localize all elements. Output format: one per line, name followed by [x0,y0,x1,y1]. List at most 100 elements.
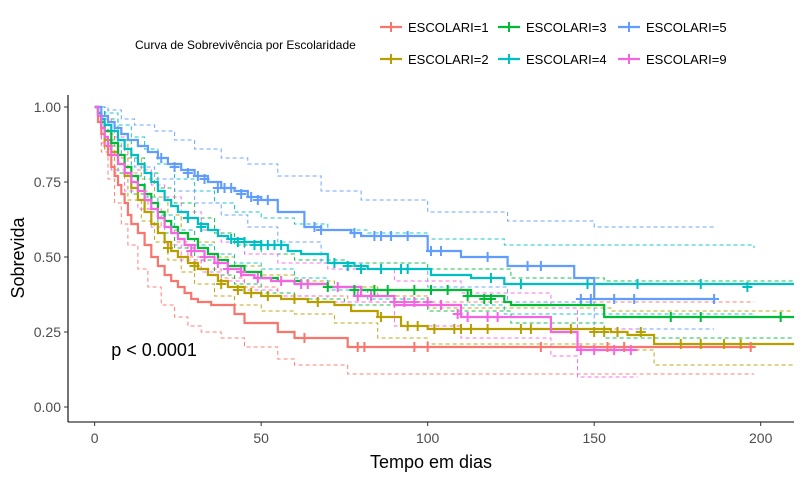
censor-mark-2-0 [322,282,333,292]
censor-mark-5-2 [212,258,223,268]
censor-mark-5-5 [252,273,263,283]
censor-mark-2-12 [775,312,786,322]
censor-mark-1-24 [695,339,706,349]
censor-mark-0-8 [745,342,756,352]
legend-label: ESCOLARI=3 [526,20,607,35]
censor-mark-1-23 [675,339,686,349]
y-tick-label: 0.75 [34,174,61,190]
survival-line-4 [94,105,715,301]
censor-mark-1-17 [525,324,536,334]
legend-entry: ESCOLARI=1 [380,20,489,35]
legend-label: ESCOLARI=2 [408,52,489,67]
censor-mark-1-26 [735,339,746,349]
legend-entry: ESCOLARI=9 [618,52,727,67]
legend-label: ESCOLARI=1 [408,20,489,35]
censor-mark-5-12 [389,297,400,307]
censor-mark-5-17 [452,309,463,319]
censor-mark-3-4 [239,237,250,247]
censor-mark-1-22 [635,327,646,337]
censor-mark-5-24 [625,345,636,355]
censor-mark-4-27 [629,294,640,304]
censor-mark-0-6 [602,342,613,352]
censor-mark-1-16 [515,324,526,334]
censor-mark-1-19 [589,327,600,337]
axes: 0 50 100 150 200 0.00 0.25 0.50 0.75 1.00 [34,95,794,446]
censor-mark-2-10 [665,312,676,322]
survival-line-5 [94,105,638,352]
censor-marks [156,153,786,355]
censor-mark-3-10 [329,258,340,268]
x-tick-label: 150 [583,430,607,446]
censor-mark-0-0 [299,333,310,343]
censor-mark-1-20 [599,327,610,337]
censor-mark-2-4 [409,285,420,295]
ci-upper-0 [94,106,754,303]
x-tick-label: 200 [749,430,773,446]
legend-entry: ESCOLARI=3 [498,20,607,35]
ci-lower-2 [94,106,794,339]
censor-mark-4-7 [226,183,237,193]
y-tick-label: 0.00 [34,399,61,415]
censor-mark-3-17 [515,279,526,289]
censor-mark-0-4 [422,342,433,352]
censor-mark-5-14 [409,297,420,307]
censor-mark-5-9 [332,282,343,292]
censor-mark-3-12 [356,264,367,274]
censor-mark-4-11 [262,195,273,205]
censor-mark-4-23 [535,261,546,271]
censor-mark-3-21 [742,282,753,292]
y-axis-title: Sobrevida [8,216,28,298]
censor-mark-5-15 [422,297,433,307]
censor-mark-1-3 [232,285,243,295]
censor-mark-5-1 [199,252,210,262]
censor-mark-0-2 [359,342,370,352]
censor-mark-5-4 [236,267,247,277]
y-tick-label: 0.25 [34,324,61,340]
ci-upper-4 [94,106,715,228]
legend-key-mark [386,22,396,32]
legend-entry: ESCOLARI=4 [498,52,607,67]
censor-mark-5-3 [222,264,233,274]
survival-line-1 [94,105,794,346]
censor-mark-3-2 [226,234,237,244]
legend-key-mark [624,22,634,32]
censor-mark-4-1 [169,162,180,172]
censor-mark-2-11 [695,312,706,322]
ci-upper-1 [94,106,794,312]
censor-mark-4-17 [386,231,397,241]
censor-mark-1-1 [189,261,200,271]
censor-mark-5-8 [302,279,313,289]
censor-mark-4-28 [709,294,720,304]
censor-mark-1-14 [465,324,476,334]
censor-mark-3-18 [582,279,593,289]
censor-mark-4-12 [309,222,320,232]
censor-mark-5-13 [399,297,410,307]
censor-mark-5-10 [352,291,363,301]
legend-key-mark [504,54,514,64]
legend-title: Curva de Sobrevivência por Escolaridade [135,38,356,52]
censor-mark-4-10 [252,195,263,205]
censor-mark-1-21 [612,327,623,337]
censor-mark-4-3 [192,171,203,181]
censor-mark-5-22 [589,345,600,355]
censor-mark-5-20 [492,312,503,322]
censor-mark-4-19 [426,246,436,256]
censor-mark-2-7 [462,291,473,301]
censor-mark-3-20 [695,279,706,289]
legend-entry: ESCOLARI=2 [380,52,489,67]
x-tick-label: 100 [416,430,440,446]
legend-key-mark [624,54,634,64]
censor-mark-4-22 [522,261,533,271]
censor-mark-1-0 [162,243,173,253]
censor-mark-1-11 [429,324,440,334]
censor-mark-4-26 [609,294,620,304]
censor-mark-1-2 [216,279,227,289]
censor-mark-3-0 [182,213,193,223]
ci-lower-5 [94,106,638,378]
censor-mark-5-19 [482,312,493,322]
censor-mark-4-13 [316,225,327,235]
censor-mark-4-9 [246,192,257,202]
censor-mark-5-6 [276,276,287,286]
censor-mark-2-5 [426,285,436,295]
censor-mark-3-11 [342,261,353,271]
